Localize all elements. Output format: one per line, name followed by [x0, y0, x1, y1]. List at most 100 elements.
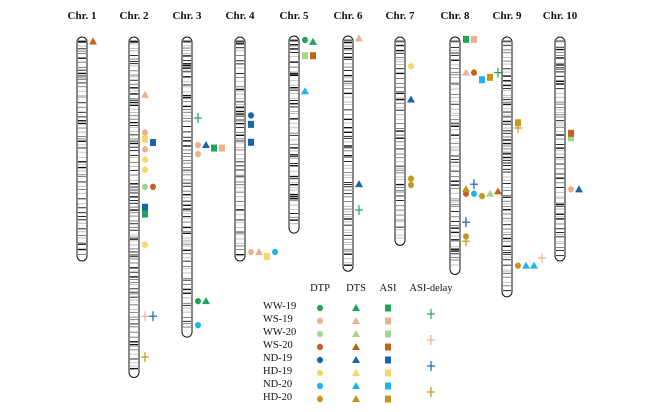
legend-asi-hd-20	[385, 395, 391, 403]
qtl-marker-asi_delay-nd-19	[149, 311, 157, 322]
qtl-marker-asi-nd-19	[142, 203, 148, 211]
qtl-marker-asi-hd-19	[264, 253, 270, 261]
legend-dts-hd-20	[352, 395, 360, 402]
legend-dts-ws-19	[352, 317, 360, 324]
qtl-marker-asi-hd-20	[515, 119, 521, 127]
qtl-marker-dtp-nd-20	[471, 190, 477, 197]
qtl-marker-asi_delay-nd-19	[470, 179, 478, 190]
qtl-marker-dtp-hd-20	[479, 192, 485, 200]
qtl-marker-dts-ws-20	[494, 187, 502, 195]
legend-dtp-ww-20	[317, 330, 323, 338]
legend-dtp-hd-20	[317, 395, 323, 403]
qtl-marker-dts-nd-19	[202, 141, 210, 149]
qtl-marker-dtp-nd-20	[195, 321, 201, 329]
legend-asi-delay-hd	[427, 387, 435, 397]
qtl-marker-dtp-hd-20	[515, 262, 521, 269]
qtl-marker-dtp-nd-19	[248, 112, 254, 119]
legend-header-asi_delay: ASI-delay	[409, 283, 453, 294]
qtl-marker-dts-ws-19	[462, 68, 470, 76]
legend-asi-nd-19	[385, 356, 391, 364]
legend-row-label: ND-19	[263, 353, 293, 364]
legend-asi-ws-19	[385, 317, 391, 325]
legend-row-label: WW-19	[263, 301, 297, 312]
legend-row-label: WS-19	[263, 314, 293, 325]
qtl-marker-asi-ws-19	[471, 35, 477, 43]
qtl-marker-dts-nd-19	[575, 185, 583, 193]
qtl-marker-asi-nd-19	[150, 139, 156, 147]
qtl-marker-dts-nd-20	[522, 261, 530, 269]
qtl-marker-dtp-ws-20	[471, 69, 477, 76]
qtl-marker-dtp-ws-19	[142, 129, 148, 136]
qtl-marker-dtp-ww-19	[195, 297, 201, 305]
chromosome-label: Chr. 6	[333, 10, 363, 22]
chromosome-label: Chr. 3	[172, 10, 202, 22]
qtl-marker-dtp-hd-19	[142, 241, 148, 248]
qtl-marker-dts-ww-19	[202, 297, 210, 305]
qtl-marker-dtp-hd-20	[408, 181, 414, 189]
chromosome-label: Chr. 2	[119, 10, 149, 22]
qtl-marker-asi-ww-20	[568, 134, 574, 142]
legend-header-dtp: DTP	[310, 283, 330, 294]
legend-asi-hd-19	[385, 369, 391, 377]
qtl-marker-asi_delay-nd-19	[462, 217, 470, 228]
chromosome-body	[394, 36, 406, 246]
chromosome-label: Chr. 4	[225, 10, 255, 22]
chromosome-label: Chr. 9	[492, 10, 522, 22]
legend-dts-ws-20	[352, 343, 360, 350]
chromosome-5	[288, 35, 300, 234]
qtl-marker-asi_delay-hd-20	[141, 352, 149, 363]
qtl-marker-asi_delay-ww-19	[494, 67, 502, 78]
legend-row-label: HD-19	[263, 366, 293, 377]
qtl-marker-dtp-ws-19	[568, 186, 574, 193]
qtl-marker-asi-nd-19	[248, 120, 254, 128]
qtl-marker-dtp-ww-20	[142, 183, 148, 191]
qtl-marker-dtp-ws-20	[463, 190, 469, 197]
legend-dtp-ws-19	[317, 317, 323, 325]
qtl-marker-dtp-ws-19	[248, 248, 254, 256]
legend-dts-nd-20	[352, 382, 360, 389]
qtl-marker-asi-ws-19	[219, 144, 225, 152]
qtl-marker-dtp-ww-19	[302, 36, 308, 44]
chromosome-3	[181, 36, 193, 338]
qtl-marker-dts-nd-19	[407, 95, 415, 103]
qtl-marker-dtp-hd-19	[142, 166, 148, 173]
qtl-marker-asi-ww-20	[302, 52, 308, 60]
qtl-marker-dts-ws-20	[89, 37, 97, 45]
legend-asi-ww-19	[385, 304, 391, 312]
chromosome-4	[234, 36, 246, 262]
chromosome-label: Chr. 7	[385, 10, 415, 22]
legend-row-label: ND-20	[263, 379, 293, 390]
legend-dtp-ws-20	[317, 343, 323, 351]
qtl-marker-dts-hd-20	[462, 184, 470, 192]
chromosome-7	[394, 36, 406, 246]
legend-header-dts: DTS	[346, 283, 366, 294]
chromosome-label: Chr. 1	[67, 10, 97, 22]
qtl-marker-asi_delay-ww-19	[355, 205, 363, 216]
qtl-marker-dtp-ws-19	[142, 146, 148, 153]
legend-asi-delay-ww	[427, 309, 435, 319]
legend-row-label: HD-20	[263, 392, 293, 403]
qtl-marker-asi_delay-hd-20	[514, 122, 522, 133]
qtl-marker-asi-hd-19	[142, 135, 148, 143]
qtl-marker-asi_delay-hd-20	[462, 236, 470, 247]
qtl-marker-asi-ws-20	[568, 129, 574, 137]
chromosome-body	[76, 36, 88, 262]
chromosome-label: Chr. 8	[440, 10, 470, 22]
qtl-marker-dtp-ws-20	[150, 183, 156, 191]
qtl-marker-dts-ws-19	[355, 34, 363, 42]
qtl-marker-asi-ww-19	[463, 35, 469, 43]
chromosome-label: Chr. 10	[542, 10, 578, 22]
qtl-marker-dts-nd-19	[355, 180, 363, 188]
qtl-marker-asi_delay-ws-19	[141, 311, 149, 322]
qtl-marker-dts-ws-19	[255, 248, 263, 256]
qtl-marker-asi_delay-ww-19	[194, 113, 202, 124]
chromosome-10	[554, 36, 566, 262]
chromosome-8	[449, 36, 461, 275]
qtl-marker-asi-nd-20	[479, 76, 485, 84]
legend-dts-nd-19	[352, 356, 360, 363]
qtl-marker-asi-ws-20	[310, 52, 316, 60]
chromosome-body	[342, 35, 354, 272]
chromosome-label: Chr. 5	[279, 10, 309, 22]
